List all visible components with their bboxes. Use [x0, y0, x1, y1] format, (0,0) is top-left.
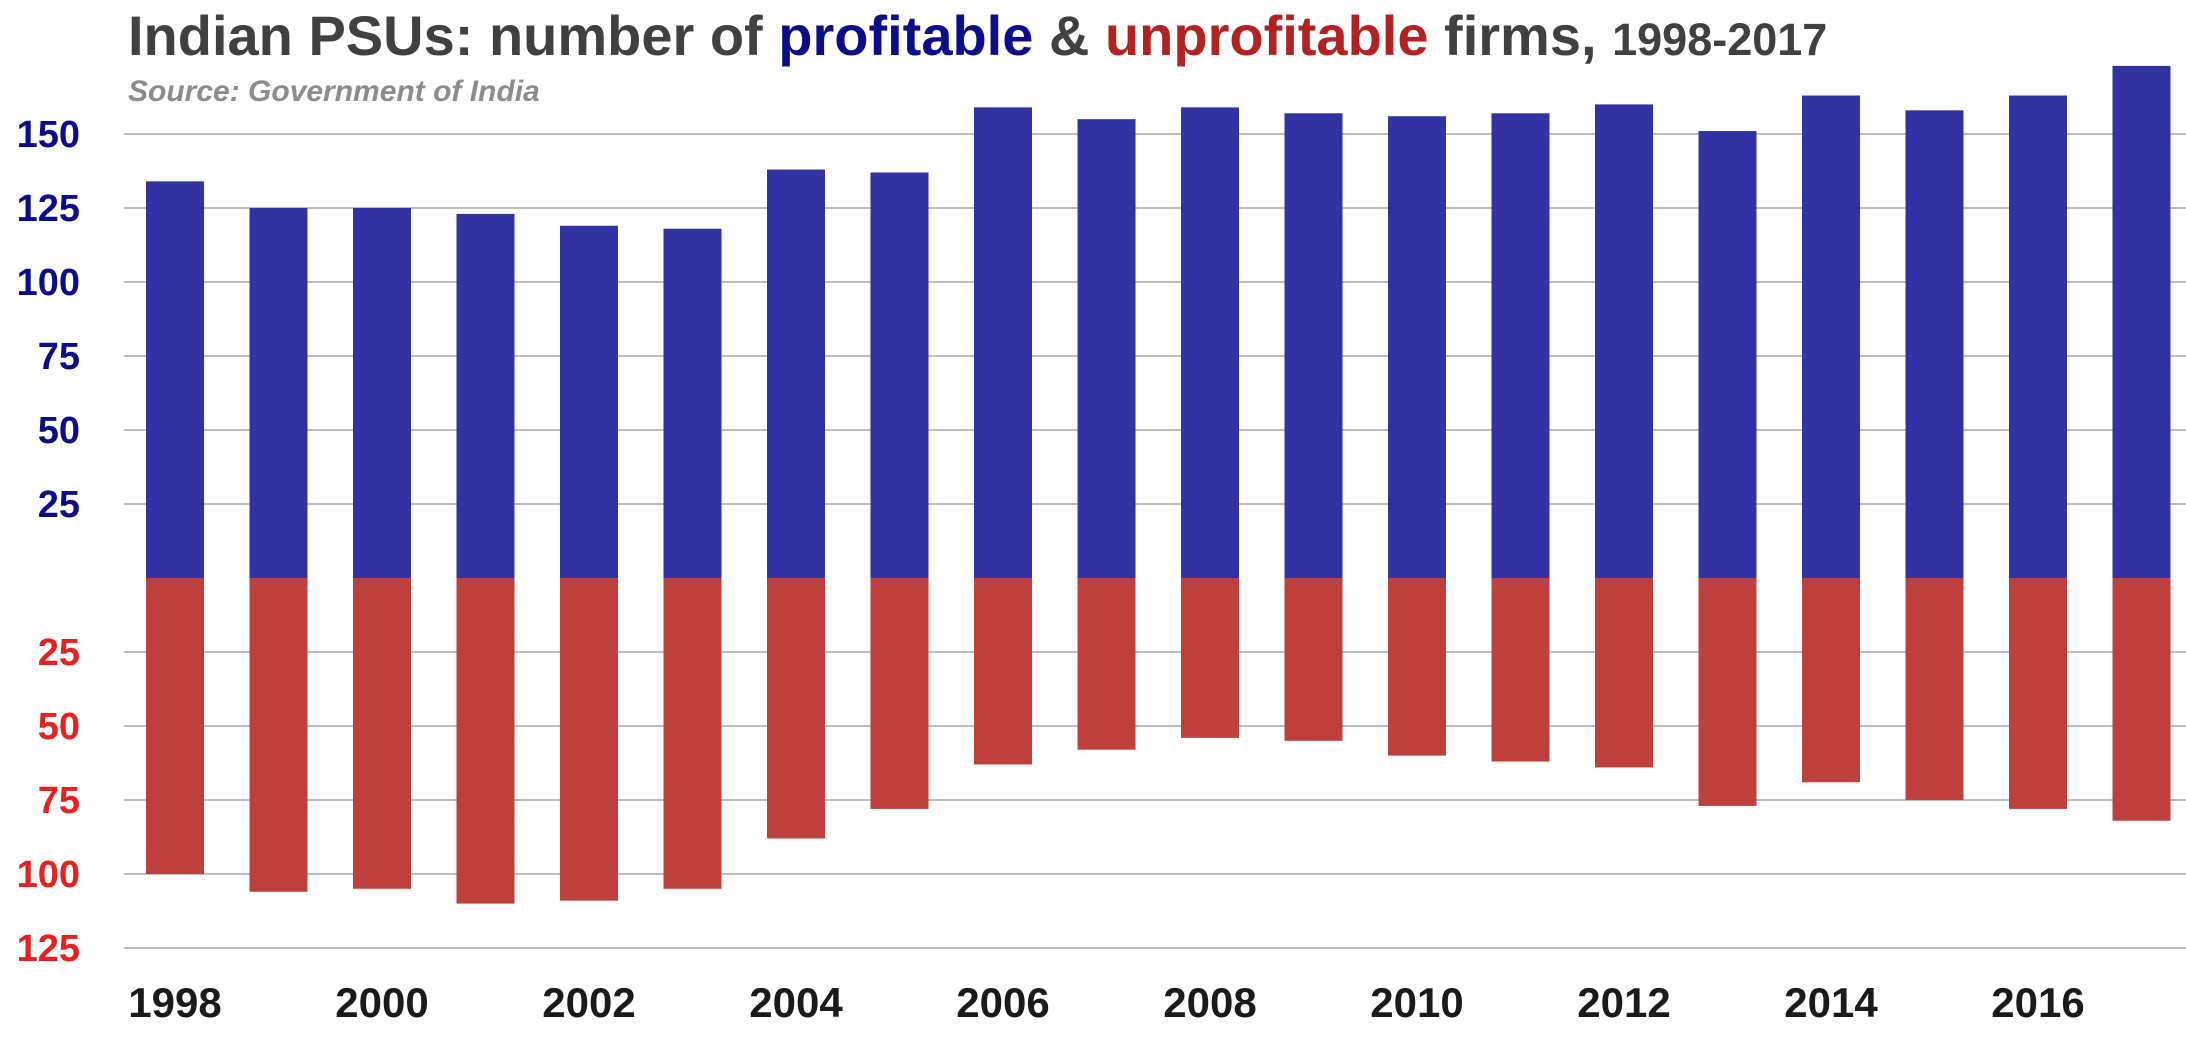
x-tick-label: 2000 [335, 979, 428, 1026]
bar-unprofitable [1905, 578, 1964, 800]
bar-unprofitable [560, 578, 618, 901]
chart-title: Indian PSUs: number of profitable & unpr… [128, 0, 1827, 76]
bar-unprofitable [2112, 578, 2171, 821]
bar-unprofitable [870, 578, 929, 809]
title-unprofitable: unprofitable [1104, 4, 1429, 67]
title-suffix: firms, [1428, 4, 1613, 67]
y-tick-label-profitable: 100 [17, 262, 80, 304]
bar-unprofitable [1388, 578, 1446, 756]
bar-unprofitable [2009, 578, 2067, 809]
bar-unprofitable [974, 578, 1032, 765]
bar-profitable [1595, 104, 1653, 579]
x-tick-label: 2016 [1991, 979, 2084, 1026]
y-tick-label-unprofitable: 50 [38, 706, 80, 748]
title-profitable: profitable [778, 4, 1034, 67]
bar-profitable [1077, 119, 1136, 578]
bar-profitable [1284, 113, 1343, 578]
x-axis-ticks: 1998 2000 2002 2004 2006 2008 2010 2012 2014 2016 [128, 979, 2084, 1026]
y-tick-label-unprofitable: 125 [17, 928, 80, 970]
bar-profitable [2009, 95, 2067, 579]
bar-profitable [1491, 113, 1550, 578]
bar-unprofitable [249, 578, 308, 892]
x-tick-label: 2004 [749, 979, 843, 1026]
x-tick-label: 2014 [1784, 979, 1878, 1026]
bar-unprofitable [353, 578, 411, 889]
bar-unprofitable [1595, 578, 1653, 768]
x-tick-label: 2006 [956, 979, 1049, 1026]
bar-unprofitable [1802, 578, 1860, 783]
y-tick-label-profitable: 50 [38, 410, 80, 452]
y-tick-label-profitable: 125 [17, 188, 80, 230]
title-years: 1998-2017 [1612, 14, 1828, 65]
bar-profitable [1698, 131, 1757, 579]
bar-profitable [663, 228, 722, 578]
x-tick-label: 2010 [1370, 979, 1463, 1026]
bar-unprofitable [1491, 578, 1550, 762]
bar-profitable [249, 208, 308, 578]
bar-profitable [974, 107, 1032, 579]
title-amp: & [1033, 4, 1105, 67]
bar-profitable [146, 181, 204, 579]
chart-subtitle: Source: Government of India [128, 75, 540, 108]
bar-profitable [1388, 116, 1446, 579]
y-tick-label-unprofitable: 75 [38, 780, 80, 822]
y-tick-label-profitable: 150 [17, 114, 80, 156]
gridlines [124, 133, 2186, 949]
bars [146, 65, 2171, 904]
bar-unprofitable [1284, 578, 1343, 741]
y-tick-label-unprofitable: 100 [17, 854, 80, 896]
y-axis-ticks: 150 125 100 75 50 25 25 50 75 100 125 [17, 114, 80, 970]
y-tick-label-unprofitable: 25 [38, 632, 80, 674]
x-tick-label: 2012 [1577, 979, 1670, 1026]
bar-profitable [2112, 65, 2171, 579]
x-tick-label: 2002 [542, 979, 635, 1026]
x-tick-label: 2008 [1163, 979, 1256, 1026]
y-tick-label-profitable: 25 [38, 484, 80, 526]
bar-unprofitable [456, 578, 515, 904]
bar-profitable [767, 169, 825, 578]
bar-profitable [870, 172, 929, 579]
title-prefix: Indian PSUs: number of [128, 4, 779, 67]
bar-profitable [560, 225, 618, 578]
bar-unprofitable [1698, 578, 1757, 806]
bar-profitable [1181, 107, 1239, 579]
bar-unprofitable [767, 578, 825, 839]
bar-unprofitable [1077, 578, 1136, 750]
bar-unprofitable [663, 578, 722, 889]
bar-profitable [1802, 95, 1860, 579]
bar-unprofitable [146, 578, 204, 874]
bar-profitable [456, 213, 515, 579]
y-tick-label-profitable: 75 [38, 336, 80, 378]
bar-profitable [353, 208, 411, 578]
bar-profitable [1905, 110, 1964, 578]
x-tick-label: 1998 [128, 979, 221, 1026]
bar-unprofitable [1181, 578, 1239, 738]
